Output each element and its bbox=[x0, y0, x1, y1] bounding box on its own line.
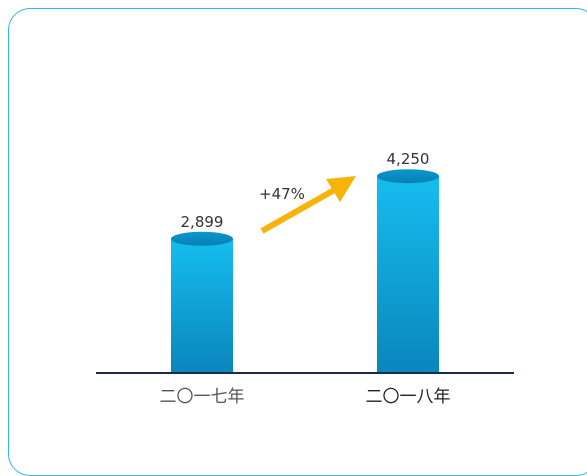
bar-chart: 2,899 二〇一七年 4,250 二〇一八年 +47% bbox=[96, 150, 514, 407]
growth-annotation: +47% bbox=[259, 185, 305, 203]
category-label-1: 二〇一七年 bbox=[160, 387, 245, 407]
growth-arrow-head bbox=[326, 176, 356, 202]
bar-cap-1 bbox=[171, 231, 233, 246]
value-label-1: 2,899 bbox=[181, 213, 224, 231]
category-label-2: 二〇一八年 bbox=[366, 387, 451, 407]
growth-arrow bbox=[260, 186, 338, 234]
bar-2 bbox=[377, 176, 439, 373]
bar-1 bbox=[171, 238, 233, 373]
value-label-2: 4,250 bbox=[387, 150, 430, 168]
bar-cap-2 bbox=[377, 169, 439, 184]
